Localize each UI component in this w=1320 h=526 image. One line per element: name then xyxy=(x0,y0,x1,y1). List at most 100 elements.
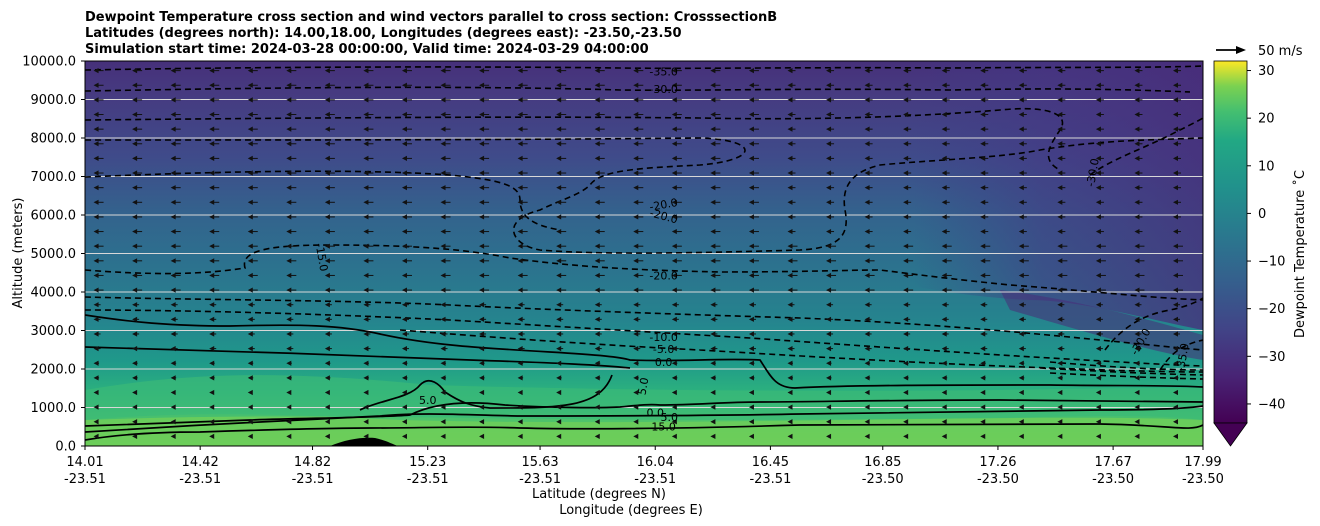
wind-vector-head xyxy=(479,199,485,205)
wind-vector xyxy=(286,433,292,439)
wind-vector-head xyxy=(1173,111,1179,118)
wind-vector-head xyxy=(671,302,677,308)
wind-vector-head xyxy=(556,375,562,381)
wind-vector-head xyxy=(980,228,986,235)
wind-vector-head xyxy=(903,272,909,279)
wind-vector xyxy=(401,389,407,396)
contour-label: 15.0 xyxy=(651,421,676,434)
wind-vector xyxy=(363,345,371,352)
wind-vector xyxy=(1018,345,1026,352)
wind-vector xyxy=(710,345,718,352)
wind-vector-head xyxy=(324,360,330,366)
wind-vector xyxy=(941,155,950,162)
wind-vector-head xyxy=(209,141,215,147)
y-tick-label: 5000.0 xyxy=(31,247,77,262)
wind-vector xyxy=(1057,214,1066,220)
wind-vector xyxy=(479,97,490,103)
wind-vector-head xyxy=(1095,258,1101,264)
wind-vector xyxy=(1173,126,1182,132)
wind-vector-head xyxy=(633,360,639,366)
wind-vector-head xyxy=(594,272,600,279)
wind-vector-head xyxy=(594,419,600,425)
wind-vector xyxy=(479,433,485,439)
wind-vector-head xyxy=(170,111,176,118)
wind-vector xyxy=(170,433,176,439)
wind-vector xyxy=(363,419,369,425)
wind-vector xyxy=(401,287,412,293)
wind-vector-head xyxy=(286,155,292,162)
wind-vector-head xyxy=(93,68,99,74)
wind-vector-head xyxy=(1057,82,1063,88)
wind-vector xyxy=(980,331,988,337)
wind-vector-head xyxy=(1057,316,1063,322)
wind-vector-head xyxy=(710,419,716,425)
x-tick-label-lon: -23.50 xyxy=(977,472,1019,487)
wind-vector xyxy=(787,258,798,264)
wind-vector xyxy=(170,360,177,366)
wind-vector-head xyxy=(864,419,870,425)
wind-vector xyxy=(324,258,335,264)
wind-vector xyxy=(286,360,292,366)
wind-vector-head xyxy=(556,199,562,205)
wind-vector xyxy=(401,272,412,279)
wind-vector xyxy=(941,302,949,308)
wind-vector-head xyxy=(903,360,909,366)
wind-vector-head xyxy=(556,345,562,352)
wind-vector xyxy=(787,97,796,103)
wind-vector-head xyxy=(517,287,523,293)
wind-vector xyxy=(710,170,721,176)
wind-vector xyxy=(980,228,989,235)
wind-vector-head xyxy=(1057,419,1063,425)
wind-vector xyxy=(479,345,487,352)
wind-vector-head xyxy=(440,302,446,308)
wind-vector-head xyxy=(401,345,407,352)
wind-vector-head xyxy=(941,214,947,220)
wind-vector xyxy=(132,170,143,176)
wind-vector-head xyxy=(93,404,99,410)
wind-vector xyxy=(440,345,448,352)
wind-vector-head xyxy=(170,170,176,176)
wind-vector xyxy=(787,375,793,381)
wind-vector-head xyxy=(209,185,215,191)
wind-vector-head xyxy=(671,170,677,176)
wind-vector xyxy=(170,316,178,322)
wind-vector xyxy=(633,287,644,293)
wind-vector-head xyxy=(787,287,793,293)
wind-vector-head xyxy=(787,214,793,220)
wind-vector-head xyxy=(93,228,99,235)
wind-vector xyxy=(1018,389,1024,396)
wind-vector-head xyxy=(479,185,485,191)
wind-vector-head xyxy=(324,331,330,337)
wind-vector xyxy=(710,214,721,220)
colorbar-tick-label: 30 xyxy=(1258,64,1275,79)
wind-vector xyxy=(748,316,756,322)
wind-vector xyxy=(1095,214,1104,220)
wind-vector-head xyxy=(324,302,330,308)
wind-vector xyxy=(941,389,947,396)
wind-vector xyxy=(980,141,989,147)
wind-vector xyxy=(324,82,335,88)
wind-vector xyxy=(440,404,446,410)
wind-vector xyxy=(594,243,605,249)
wind-vector xyxy=(363,375,369,381)
wind-vector-head xyxy=(286,97,292,103)
wind-vector xyxy=(363,272,374,279)
wind-vector-head xyxy=(710,389,716,396)
wind-vector-head xyxy=(1095,404,1101,410)
wind-vector xyxy=(826,111,835,118)
wind-vector-head xyxy=(594,404,600,410)
wind-vector-head xyxy=(1018,302,1024,308)
wind-vector-head xyxy=(941,360,947,366)
wind-vector-head xyxy=(671,433,677,439)
wind-vector-head xyxy=(401,360,407,366)
wind-vector-head xyxy=(1018,155,1024,162)
wind-vector-head xyxy=(787,272,793,279)
wind-vector xyxy=(903,97,912,103)
wind-vector-head xyxy=(479,228,485,235)
wind-vector-head xyxy=(748,258,754,264)
wind-vector xyxy=(1173,419,1179,425)
wind-vector-head xyxy=(517,345,523,352)
wind-vector xyxy=(324,331,332,337)
wind-vector xyxy=(1173,360,1179,366)
wind-vector xyxy=(748,141,759,147)
